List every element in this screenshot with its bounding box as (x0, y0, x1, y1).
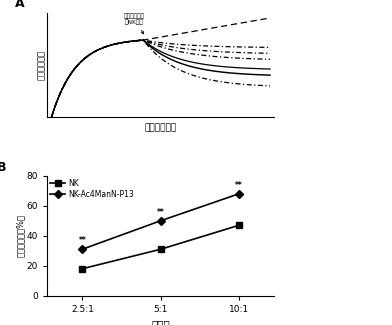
Legend: NK, NK-Ac4ManN-P13: NK, NK-Ac4ManN-P13 (49, 178, 135, 200)
Text: NK-Ac4ManN-P13-2.5:1: NK-Ac4ManN-P13-2.5:1 (311, 41, 374, 46)
NK (80, 267, 85, 271)
Text: NK-5:1: NK-5:1 (311, 124, 330, 129)
Line: NK: NK (80, 222, 242, 271)
Text: B: B (0, 161, 7, 174)
Text: A: A (15, 0, 25, 10)
Text: **: ** (157, 208, 165, 217)
NK-Ac4ManN-P13 (158, 219, 163, 223)
Text: **: ** (235, 181, 243, 190)
NK-Ac4ManN-P13 (237, 192, 241, 196)
NK (158, 247, 163, 251)
Text: NK-2.5:1: NK-2.5:1 (311, 103, 336, 108)
Text: 加入效应细胞
却NK细胞: 加入效应细胞 却NK细胞 (124, 13, 145, 34)
X-axis label: 效靶比: 效靶比 (151, 319, 170, 325)
Line: NK-Ac4ManN-P13: NK-Ac4ManN-P13 (80, 191, 242, 252)
Y-axis label: 归一化细胞数: 归一化细胞数 (36, 50, 45, 80)
Text: **: ** (78, 237, 86, 245)
Text: NK-Ac4ManN-P13-10:1: NK-Ac4ManN-P13-10:1 (311, 83, 370, 88)
Text: Control: Control (311, 20, 333, 25)
X-axis label: 时间（小时）: 时间（小时） (145, 123, 177, 132)
NK (237, 223, 241, 227)
Y-axis label: 杀伤百分比（%）: 杀伤百分比（%） (16, 214, 25, 257)
Text: NK-Ac4ManN-P13-5:1: NK-Ac4ManN-P13-5:1 (311, 62, 367, 67)
Text: NK-10:1: NK-10:1 (311, 145, 333, 150)
NK-Ac4ManN-P13 (80, 247, 85, 251)
